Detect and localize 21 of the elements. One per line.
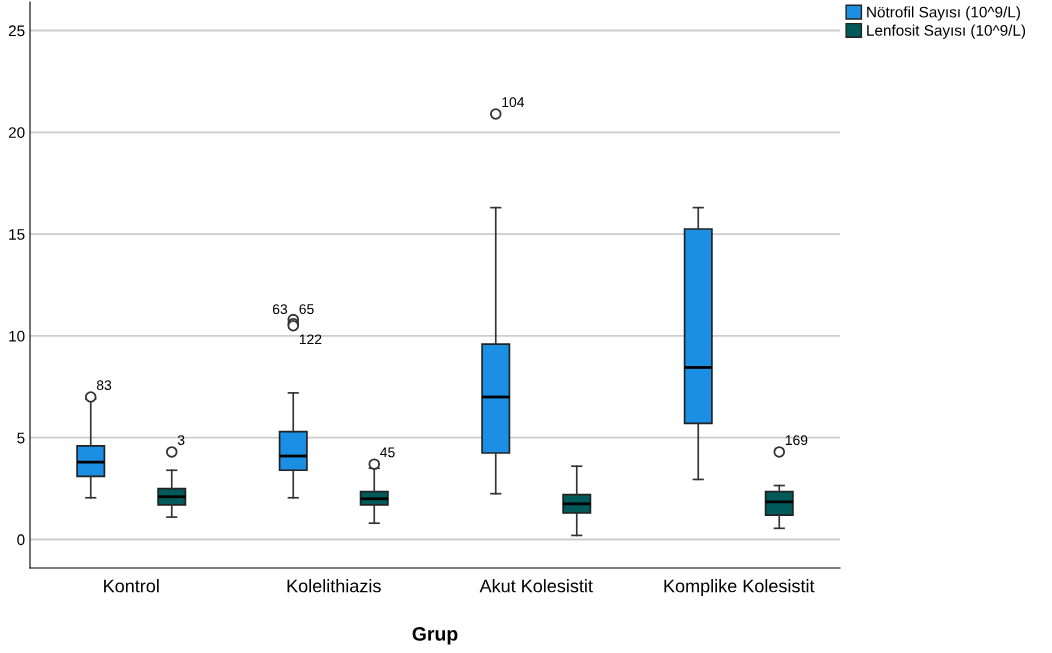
y-tick-label: 15 <box>9 229 25 240</box>
annotation: 169 <box>785 435 808 446</box>
y-tick-label: 25 <box>8 25 25 37</box>
legend-label: Nötrofil Sayısı (10^9/L) <box>867 6 1020 21</box>
annotation: 65 <box>299 304 314 314</box>
y-tick-label: 20 <box>8 127 25 138</box>
annotation: 104 <box>502 97 525 108</box>
x-tick-label: Kolelithiazis <box>287 579 381 593</box>
annotation: 3 <box>177 435 185 446</box>
x-tick-label: Kontrol <box>104 579 159 593</box>
x-tick-label: Komplike Kolesistit <box>664 579 815 596</box>
annotation: 63 <box>272 304 288 315</box>
x-axis-title: Grup <box>412 627 458 645</box>
y-tick-label: 0 <box>17 534 25 546</box>
y-tick-label: 5 <box>17 432 25 444</box>
legend-label: Lenfosit Sayısı (10^9/L) <box>867 24 1026 39</box>
annotation: 45 <box>380 447 395 458</box>
x-tick-label: Akut Kolesistit <box>479 579 593 593</box>
annotation: 83 <box>96 380 112 391</box>
y-tick-label: 10 <box>9 330 25 342</box>
annotation: 122 <box>299 334 322 345</box>
